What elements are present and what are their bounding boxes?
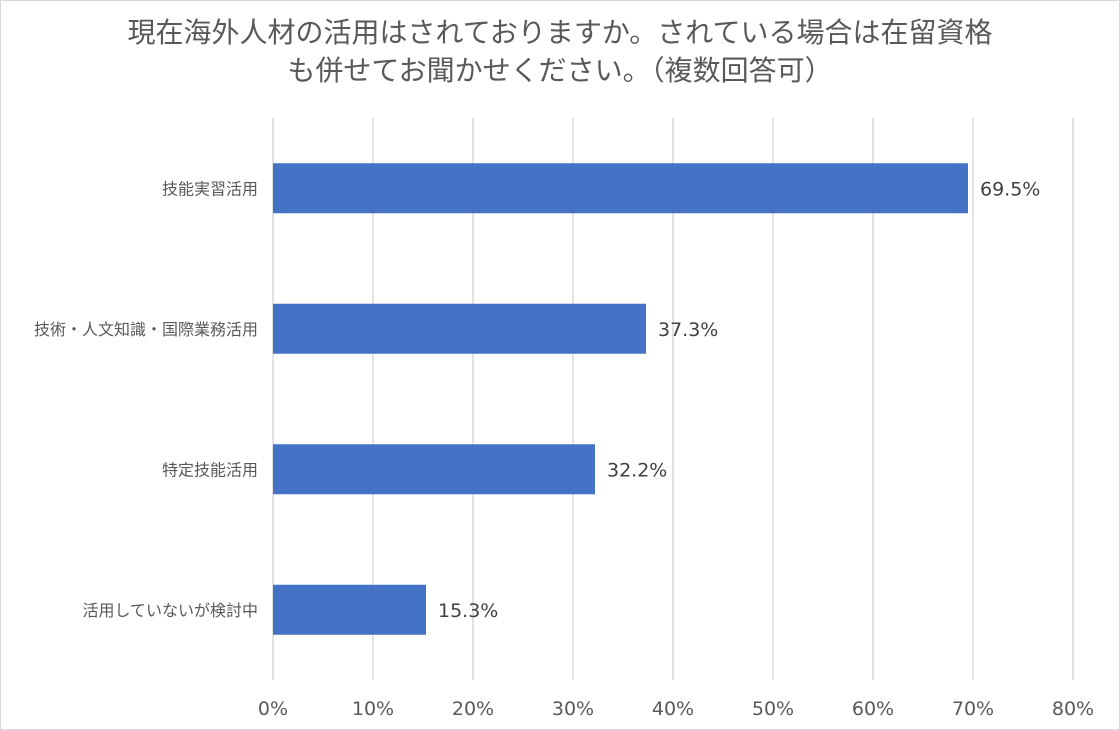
x-tick-label: 20% <box>452 698 494 720</box>
chart-title: 現在海外人材の活用はされておりますか。されている場合は在留資格 も併せてお聞かせ… <box>0 14 1120 90</box>
data-label: 37.3% <box>658 319 718 341</box>
bar <box>273 303 646 354</box>
chart-title-line-1: 現在海外人材の活用はされておりますか。されている場合は在留資格 <box>127 16 993 49</box>
labels: 0% 10% 20% 30% 40% 50% 60% 70% 80% 技能実習活用 69.5% 技術・… <box>34 178 1094 720</box>
data-label: 32.2% <box>607 459 667 481</box>
bars <box>273 163 968 635</box>
category-label: 活用していないが検討中 <box>82 601 258 620</box>
data-label: 69.5% <box>980 178 1040 200</box>
x-tick-label: 70% <box>952 698 994 720</box>
bar <box>273 444 595 495</box>
x-tick-label: 50% <box>752 698 794 720</box>
chart-title-line-2: も併せてお聞かせください。（複数回答可） <box>287 54 833 87</box>
x-tick-label: 10% <box>352 698 394 720</box>
bar <box>273 163 968 214</box>
x-tick-label: 30% <box>552 698 594 720</box>
category-label: 特定技能活用 <box>162 460 258 479</box>
category-label: 技術・人文知識・国際業務活用 <box>34 320 258 339</box>
bar <box>273 584 426 635</box>
category-label: 技能実習活用 <box>162 179 258 198</box>
x-tick-label: 0% <box>258 698 288 720</box>
x-tick-label: 60% <box>852 698 894 720</box>
data-label: 15.3% <box>438 600 498 622</box>
x-tick-label: 80% <box>1052 698 1094 720</box>
x-tick-label: 40% <box>652 698 694 720</box>
